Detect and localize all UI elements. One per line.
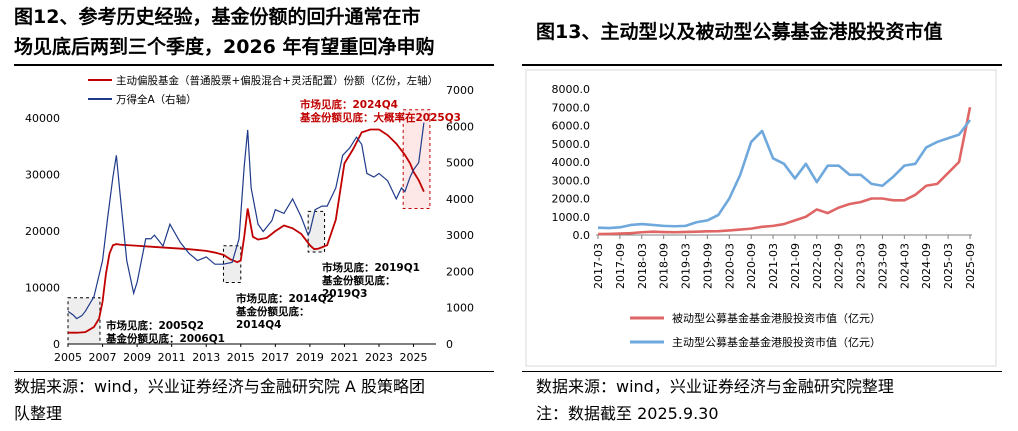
right-source-rule [522, 371, 1002, 372]
annotation-line: 市场见底：2019Q1 [322, 261, 420, 274]
x-tick-label: 2005 [54, 351, 82, 364]
left-y-tick-label: 30000 [25, 169, 60, 182]
right-chart: 0.0 1000.0 2000.0 3000.0 4000.0 5000.0 6000.0 7… [525, 69, 997, 367]
right-y-tick-label: 5000 [446, 157, 474, 170]
passive-series-line [597, 106, 972, 236]
x-tick-label: 2025 [400, 351, 428, 364]
fund-share-series-line [68, 128, 425, 334]
right-figure: 图13、主动型以及被动型公募基金港股投资市值 0.0 1000.0 2000.0 30… [522, 0, 1018, 431]
x-tick-label: 2019-09 [701, 243, 714, 289]
x-tick-label: 2025-03 [942, 243, 955, 289]
legend-label-wind-a: 万得全A（右轴） [116, 93, 197, 106]
annotation-line: 2014Q4 [236, 319, 281, 331]
x-tick-label: 2024-03 [898, 243, 911, 289]
x-tick-label: 2022-03 [811, 243, 824, 289]
x-tick-label: 2019-03 [680, 243, 693, 289]
x-tick-label: 2021-09 [789, 243, 802, 289]
x-tick-label: 2020-09 [745, 243, 758, 289]
x-tick-label: 2017 [261, 351, 289, 364]
x-tick-label: 2022-09 [833, 243, 846, 289]
x-tick-label: 2017-03 [592, 243, 605, 289]
x-tick-label: 2009 [123, 351, 151, 364]
right-y-tick-label: 4000 [446, 193, 474, 206]
annotation-line: 市场见底：2014Q2 [236, 292, 334, 305]
right-y-tick-label: 7000 [446, 84, 474, 97]
annotation-line: 市场见底：2005Q2 [106, 319, 204, 332]
x-tick-label: 2021-03 [767, 243, 780, 289]
right-chart-axes: 0.0 1000.0 2000.0 3000.0 4000.0 5000.0 6000.0 7… [552, 83, 978, 289]
x-tick-label: 2018-09 [658, 243, 671, 289]
annotation-line: 基金份额见底：大概率在2025Q3 [299, 111, 461, 124]
annotation-line: 基金份额见底：2006Q1 [105, 332, 225, 345]
x-tick-label: 2019 [296, 351, 324, 364]
wind-a-series-line [67, 122, 425, 320]
left-y-tick-label: 40000 [25, 112, 60, 125]
right-y-tick-label: 3000 [446, 229, 474, 242]
left-chart-annotations: 市场见底：2005Q2基金份额见底：2006Q1市场见底：2014Q2基金份额见… [105, 98, 461, 345]
annotation-line: 2019Q3 [322, 288, 367, 300]
right-title: 图13、主动型以及被动型公募基金港股投资市值 [536, 21, 943, 43]
x-tick-label: 2024-09 [920, 243, 933, 289]
left-title-line2: 场见底后两到三个季度，2026 年有望重回净申购 [14, 36, 435, 58]
right-source: 数据来源：wind，兴业证券经济与金融研究院整理 [536, 377, 894, 396]
right-note: 注：数据截至 2025.9.30 [536, 404, 719, 423]
left-y-tick-label: 0 [53, 338, 60, 351]
legend-label-active: 主动型公募基金基金港股投资市值（亿元） [672, 335, 881, 349]
y-tick-label: 1000.0 [552, 211, 591, 224]
active-series-line [597, 119, 972, 230]
left-chart-axes: 0 10000 20000 30000 40000 0 1000 2000 3000 4000 50… [25, 84, 474, 364]
annotation-line: 基金份额见底： [235, 305, 310, 318]
left-y-tick-label: 20000 [25, 225, 60, 238]
y-tick-label: 3000.0 [552, 174, 591, 187]
left-chart: 0 10000 20000 30000 40000 0 1000 2000 3000 4000 50… [25, 74, 474, 364]
left-chart-legend: 主动偏股基金（普通股票+偏股混合+灵活配置）份额（亿份，左轴） 万得全A（右轴） [88, 74, 438, 106]
right-chart-frame [525, 69, 997, 367]
x-tick-label: 2023 [365, 351, 393, 364]
bottom-shade-2005 [67, 297, 101, 345]
left-source-rule [14, 371, 494, 372]
bottom-shade-boxes [67, 109, 431, 345]
annotation-line: 基金份额见底： [321, 274, 396, 287]
x-tick-label: 2007 [89, 351, 117, 364]
x-tick-label: 2021 [330, 351, 358, 364]
left-title-rule [14, 64, 494, 66]
y-tick-label: 8000.0 [552, 83, 591, 96]
y-tick-label: 6000.0 [552, 120, 591, 133]
y-tick-label: 0.0 [573, 229, 591, 242]
bottom-shade-2014 [222, 245, 242, 283]
right-y-tick-label: 6000 [446, 120, 474, 133]
x-tick-label: 2020-03 [723, 243, 736, 289]
y-tick-label: 2000.0 [552, 193, 591, 206]
y-tick-label: 5000.0 [552, 138, 591, 151]
x-tick-label: 2025-09 [964, 243, 977, 289]
right-title-rule [522, 64, 1002, 66]
legend-label-fund-share: 主动偏股基金（普通股票+偏股混合+灵活配置）份额（亿份，左轴） [116, 74, 438, 87]
left-source-line1: 数据来源：wind，兴业证券经济与金融研究院 A 股策略团 [14, 377, 425, 396]
x-tick-label: 2023-03 [855, 243, 868, 289]
left-figure: 图12、参考历史经验，基金份额的回升通常在市 场见底后两到三个季度，2026 年… [0, 0, 500, 431]
y-tick-label: 7000.0 [552, 101, 591, 114]
right-y-tick-label: 1000 [446, 302, 474, 315]
y-tick-label: 4000.0 [552, 156, 591, 169]
x-tick-label: 2015 [227, 351, 255, 364]
annotation-line: 市场见底：2024Q4 [300, 98, 398, 111]
right-chart-legend: 被动型公募基金基金港股投资市值（亿元） 主动型公募基金基金港股投资市值（亿元） [630, 311, 881, 349]
legend-label-passive: 被动型公募基金基金港股投资市值（亿元） [672, 311, 881, 325]
left-source-line2: 队整理 [14, 404, 63, 423]
right-y-tick-label: 0 [446, 338, 453, 351]
x-tick-label: 2023-09 [876, 243, 889, 289]
x-tick-label: 2011 [158, 351, 186, 364]
x-tick-label: 2017-09 [614, 243, 627, 289]
left-y-tick-label: 10000 [25, 282, 60, 295]
x-tick-label: 2013 [192, 351, 220, 364]
right-y-tick-label: 2000 [446, 265, 474, 278]
left-title-line1: 图12、参考历史经验，基金份额的回升通常在市 [14, 6, 421, 28]
x-tick-label: 2018-03 [636, 243, 649, 289]
